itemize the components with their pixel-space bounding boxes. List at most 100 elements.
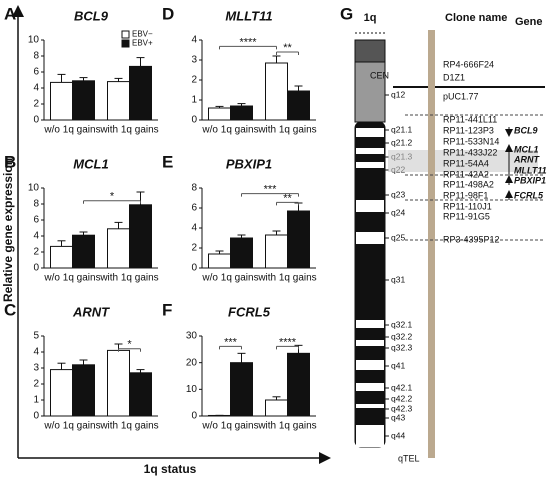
y-tick-label: 2 (191, 75, 197, 86)
band-label: q32.3 (391, 342, 413, 352)
y-tick-label: 0 (191, 411, 197, 422)
bar (107, 228, 130, 269)
clone-header: Clone name (445, 12, 507, 24)
y-tick-label: 8 (191, 183, 197, 194)
white-band (356, 404, 384, 408)
white-band (356, 425, 384, 447)
clone-name: RP11-441L11 (443, 114, 497, 124)
clone-column (428, 30, 435, 458)
band-label: q42.2 (391, 393, 413, 403)
clone-name: D1Z1 (443, 72, 465, 82)
y-tick-label: 0 (33, 411, 39, 422)
gene-label: BCL9 (514, 125, 538, 135)
y-tick-label: 10 (28, 183, 40, 194)
bar (50, 369, 73, 417)
x-tick-label: w/o 1q gains (43, 273, 100, 284)
x-tick-label: with 1q gains (257, 125, 316, 136)
y-tick-label: 1 (33, 395, 39, 406)
band-label: q43 (391, 412, 405, 422)
clone-name: RP4-666F24 (443, 59, 494, 69)
white-band (356, 200, 384, 212)
band-label: q31 (391, 274, 405, 284)
bar (287, 210, 310, 269)
clone-name: RP11-91G5 (443, 211, 490, 221)
clone-name: RP11-533N14 (443, 136, 499, 146)
bar (129, 204, 152, 269)
legend-label: EBV− (132, 30, 153, 39)
bar (265, 234, 288, 269)
y-tick-label: 4 (191, 223, 197, 234)
white-band (356, 232, 384, 244)
panel-letter: E (162, 152, 173, 171)
white-band (356, 383, 384, 391)
white-band (356, 128, 384, 137)
bar (230, 237, 253, 269)
x-tick-label: w/o 1q gains (201, 273, 258, 284)
x-tick-label: w/o 1q gains (201, 125, 258, 136)
bar (50, 81, 73, 121)
y-tick-label: 0 (191, 115, 197, 126)
band-label: q24 (391, 207, 405, 217)
bar (72, 364, 95, 417)
clone-name: RP3-4395P12 (443, 234, 500, 244)
y-tick-label: 0 (33, 115, 39, 126)
band-label: q41 (391, 360, 405, 370)
band-label: q32.1 (391, 319, 413, 329)
band-label: q42.1 (391, 382, 413, 392)
gene-label: MCL1 (514, 144, 539, 154)
bar (129, 372, 152, 417)
chart-title: BCL9 (74, 8, 109, 23)
y-label: Relative gene expression (1, 158, 15, 302)
y-tick-label: 2 (33, 379, 39, 390)
band-label: q21.2 (391, 137, 413, 147)
band-label: q25 (391, 232, 405, 242)
chart-title: PBXIP1 (226, 156, 272, 171)
x-tick-label: w/o 1q gains (43, 125, 100, 136)
significance-label: **** (279, 336, 297, 348)
band-label: q21.1 (391, 124, 413, 134)
gene-label: MLLT11 (514, 165, 547, 175)
y-tick-label: 20 (186, 357, 198, 368)
bar (50, 245, 73, 269)
heterochromatin (354, 61, 386, 123)
y-tick-label: 4 (191, 35, 197, 46)
y-tick-label: 10 (28, 35, 40, 46)
bar (208, 107, 231, 121)
panel-letter: F (162, 300, 172, 319)
clone-name: pUC1.77 (443, 91, 479, 101)
y-tick-label: 8 (33, 51, 39, 62)
y-tick-label: 1 (191, 95, 197, 106)
y-tick-label: 3 (191, 55, 197, 66)
bar (129, 65, 152, 121)
bar (72, 80, 95, 121)
white-band (356, 148, 384, 154)
bar (287, 352, 310, 417)
band-label: q42.3 (391, 403, 413, 413)
bar (72, 234, 95, 269)
significance-label: * (110, 191, 115, 203)
clone-name: RP11-98F1 (443, 190, 488, 200)
x-label: 1q status (144, 462, 197, 476)
y-tick-label: 0 (191, 263, 197, 274)
y-tick-label: 6 (33, 67, 39, 78)
band-label: q32.2 (391, 331, 413, 341)
significance-label: **** (239, 36, 257, 48)
legend-swatch (121, 30, 130, 39)
x-tick-label: with 1q gains (99, 125, 158, 136)
x-tick-label: with 1q gains (257, 273, 316, 284)
y-tick-label: 4 (33, 83, 39, 94)
significance-label: *** (264, 184, 278, 196)
x-tick-label: w/o 1q gains (43, 421, 100, 432)
band-label: q23 (391, 189, 405, 199)
panel-letter: C (4, 300, 16, 319)
clone-name: RP11-123P3 (443, 125, 494, 135)
highlight (388, 150, 538, 172)
white-band (356, 360, 384, 370)
band-label: q44 (391, 430, 405, 440)
y-tick-label: 30 (186, 331, 198, 342)
panel-letter: B (4, 152, 16, 171)
chart-title: ARNT (72, 304, 110, 319)
chromosome-body (354, 121, 386, 448)
bar (107, 349, 130, 417)
